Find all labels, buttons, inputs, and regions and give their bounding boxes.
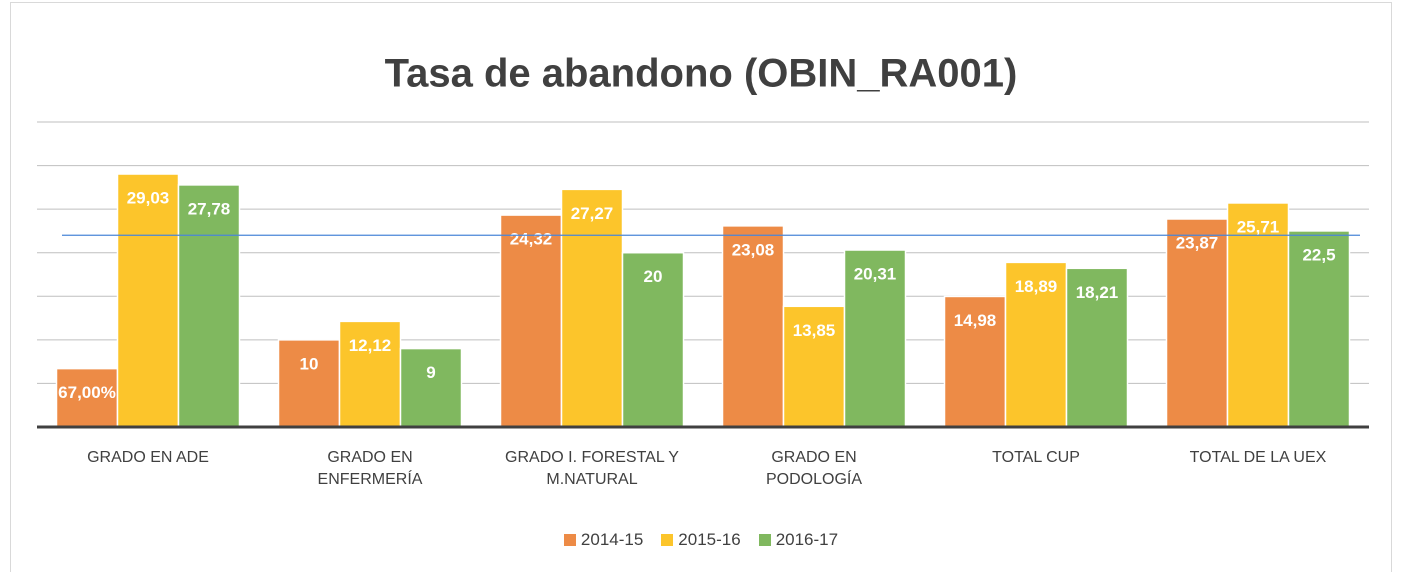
x-tick-label: GRADO I. FORESTAL Y M.NATURAL bbox=[505, 449, 679, 488]
bar bbox=[177, 184, 241, 428]
chart-border bbox=[10, 2, 1392, 572]
bar bbox=[338, 320, 402, 428]
data-label: 29,03 bbox=[127, 189, 170, 208]
data-label: 25,71 bbox=[1237, 217, 1280, 236]
bar bbox=[55, 367, 119, 428]
bar bbox=[1065, 267, 1129, 428]
legend: 2014-15 2015-16 2016-17 bbox=[0, 530, 1402, 550]
data-label: 22,5 bbox=[1302, 245, 1335, 264]
data-label: 18,21 bbox=[1076, 283, 1119, 302]
data-label: 67,00% bbox=[58, 383, 116, 402]
x-tick-label: GRADO EN ENFERMERÍA bbox=[317, 449, 423, 488]
legend-label: 2015-16 bbox=[678, 530, 741, 549]
bar bbox=[1165, 218, 1229, 428]
data-label: 9 bbox=[426, 363, 435, 382]
x-tick-label: TOTAL DE LA UEX bbox=[1189, 449, 1327, 466]
data-label: 12,12 bbox=[349, 336, 392, 355]
data-label: 27,78 bbox=[188, 199, 231, 218]
data-label: 20,31 bbox=[854, 264, 897, 283]
bar bbox=[399, 347, 463, 428]
bar bbox=[1004, 261, 1068, 428]
legend-label: 2014-15 bbox=[580, 530, 644, 549]
chart-title: Tasa de abandono (OBIN_RA001) bbox=[385, 52, 1018, 96]
legend-item: 2014-15 bbox=[563, 530, 644, 550]
legend-item: 2016-17 bbox=[758, 530, 839, 550]
legend-swatch bbox=[758, 534, 771, 546]
data-label: 20 bbox=[644, 267, 663, 286]
legend-label: 2016-17 bbox=[775, 530, 839, 549]
x-tick-label: GRADO EN PODOLOGÍA bbox=[765, 449, 863, 488]
bar bbox=[1287, 230, 1351, 428]
data-label: 24,32 bbox=[510, 230, 553, 249]
bar bbox=[499, 214, 563, 428]
data-label: 23,87 bbox=[1176, 233, 1219, 252]
x-tick-label: GRADO EN ADE bbox=[87, 449, 209, 466]
legend-swatch bbox=[661, 534, 674, 546]
x-tick-label: TOTAL CUP bbox=[992, 449, 1080, 466]
bar bbox=[560, 188, 624, 428]
bar bbox=[1226, 202, 1290, 428]
bar bbox=[843, 249, 907, 428]
data-label: 27,27 bbox=[571, 204, 614, 223]
data-label: 18,89 bbox=[1015, 277, 1058, 296]
data-label: 23,08 bbox=[732, 240, 775, 259]
bar bbox=[621, 251, 685, 428]
legend-item: 2015-16 bbox=[661, 530, 741, 550]
data-label: 13,85 bbox=[793, 321, 836, 340]
legend-swatch bbox=[563, 534, 576, 546]
bar bbox=[277, 339, 341, 428]
data-label: 10 bbox=[300, 354, 319, 373]
bar bbox=[116, 173, 180, 428]
data-label: 14,98 bbox=[954, 311, 997, 330]
